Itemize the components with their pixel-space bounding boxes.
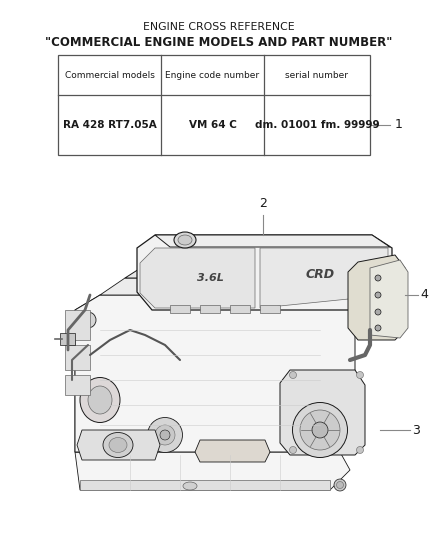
Ellipse shape: [109, 438, 127, 453]
Ellipse shape: [361, 268, 389, 282]
Ellipse shape: [183, 482, 197, 490]
Ellipse shape: [336, 481, 343, 489]
Polygon shape: [100, 278, 355, 295]
Ellipse shape: [300, 410, 340, 450]
Ellipse shape: [375, 275, 381, 281]
Text: 3: 3: [412, 424, 420, 437]
Polygon shape: [155, 235, 390, 247]
Ellipse shape: [375, 309, 381, 315]
Ellipse shape: [178, 235, 192, 245]
Polygon shape: [195, 440, 270, 462]
Bar: [60, 333, 75, 345]
Text: 1: 1: [395, 118, 403, 132]
Text: VM 64 C: VM 64 C: [188, 120, 237, 130]
Polygon shape: [80, 480, 330, 490]
Ellipse shape: [357, 372, 364, 378]
Ellipse shape: [293, 402, 347, 457]
Text: dm. 01001 fm. 99999: dm. 01001 fm. 99999: [254, 120, 379, 130]
Ellipse shape: [361, 294, 389, 308]
Text: Commercial models: Commercial models: [64, 70, 155, 79]
Ellipse shape: [290, 372, 297, 378]
Bar: [65, 310, 90, 340]
Polygon shape: [75, 452, 350, 490]
Polygon shape: [260, 248, 388, 308]
Bar: [65, 345, 90, 370]
Polygon shape: [75, 295, 355, 452]
Ellipse shape: [334, 479, 346, 491]
Ellipse shape: [88, 386, 112, 414]
Polygon shape: [125, 262, 375, 278]
Bar: [58, 55, 370, 155]
Polygon shape: [348, 255, 405, 340]
Polygon shape: [77, 430, 160, 460]
Text: RA 428 RT7.05A: RA 428 RT7.05A: [63, 120, 156, 130]
Ellipse shape: [148, 417, 183, 453]
Polygon shape: [280, 370, 365, 455]
Text: Engine code number: Engine code number: [166, 70, 259, 79]
Ellipse shape: [160, 430, 170, 440]
Ellipse shape: [357, 447, 364, 454]
Bar: [170, 305, 190, 313]
Bar: [200, 305, 220, 313]
Ellipse shape: [174, 232, 196, 248]
Bar: [230, 305, 250, 313]
Ellipse shape: [361, 281, 389, 295]
Text: ENGINE CROSS REFERENCE: ENGINE CROSS REFERENCE: [143, 22, 295, 32]
Ellipse shape: [290, 447, 297, 454]
Polygon shape: [75, 295, 115, 452]
Polygon shape: [137, 235, 392, 310]
Text: 4: 4: [420, 288, 428, 302]
Ellipse shape: [103, 432, 133, 457]
Text: 3.6L: 3.6L: [197, 273, 223, 283]
Bar: [65, 375, 90, 395]
Text: serial number: serial number: [286, 70, 349, 79]
Ellipse shape: [80, 377, 120, 423]
Ellipse shape: [375, 325, 381, 331]
Text: CRD: CRD: [305, 269, 335, 281]
Ellipse shape: [375, 292, 381, 298]
Text: "COMMERCIAL ENGINE MODELS AND PART NUMBER": "COMMERCIAL ENGINE MODELS AND PART NUMBE…: [45, 36, 393, 49]
Ellipse shape: [312, 422, 328, 438]
Ellipse shape: [80, 312, 96, 328]
Ellipse shape: [155, 425, 175, 445]
Text: 2: 2: [259, 197, 267, 210]
Polygon shape: [370, 260, 408, 338]
Polygon shape: [140, 248, 255, 308]
Bar: [260, 305, 280, 313]
Ellipse shape: [361, 307, 389, 321]
